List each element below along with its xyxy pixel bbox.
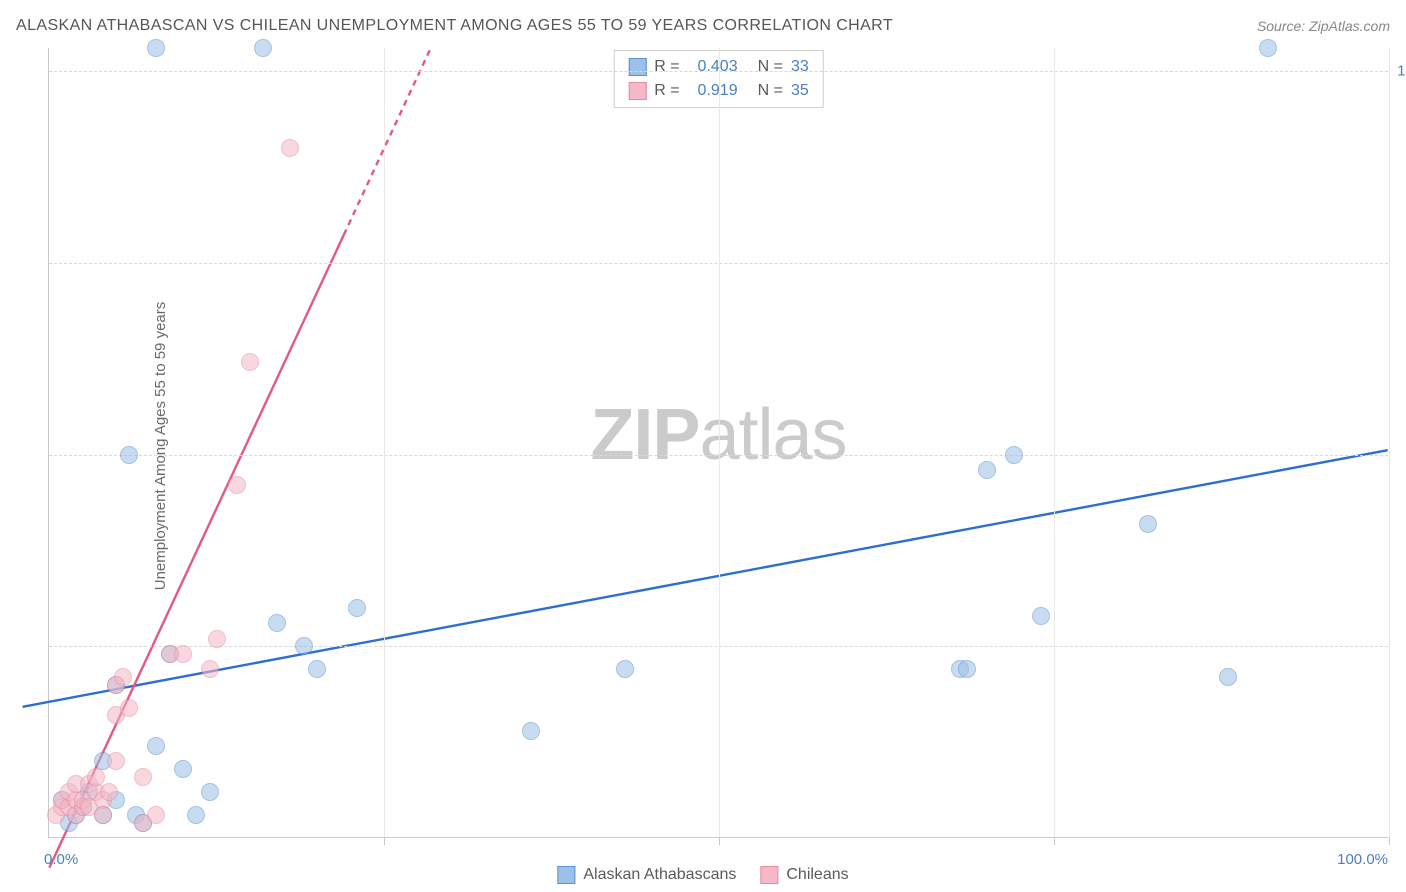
scatter-point [100,783,118,801]
plot-area: ZIPatlas R = 0.403 N = 33 R = 0.919 N = … [48,48,1388,838]
y-tick-label: 75.0% [1393,254,1406,271]
scatter-point [120,446,138,464]
scatter-point [120,699,138,717]
scatter-point [174,760,192,778]
y-tick-label: 100.0% [1393,63,1406,80]
legend-label-b: Chileans [786,866,848,884]
chart-title: ALASKAN ATHABASCAN VS CHILEAN UNEMPLOYME… [16,17,893,35]
scatter-point [1005,446,1023,464]
x-axis-min-label: 0.0% [44,851,78,868]
legend-item-a: Alaskan Athabascans [557,866,736,884]
scatter-point [201,783,219,801]
scatter-point [94,806,112,824]
scatter-point [114,668,132,686]
swatch-b-icon [760,866,778,884]
scatter-point [147,806,165,824]
scatter-point [87,768,105,786]
scatter-point [147,39,165,57]
scatter-point [147,737,165,755]
scatter-point [616,660,634,678]
legend-label-a: Alaskan Athabascans [583,866,736,884]
scatter-point [241,353,259,371]
scatter-point [281,139,299,157]
x-axis-max-label: 100.0% [1337,851,1388,868]
scatter-point [187,806,205,824]
x-tick [1389,837,1390,845]
scatter-point [228,476,246,494]
scatter-point [978,461,996,479]
scatter-point [1032,607,1050,625]
x-tick [384,837,385,845]
scatter-point [208,630,226,648]
gridline-v [384,48,385,837]
scatter-point [522,722,540,740]
swatch-a-icon [557,866,575,884]
gridline-v [719,48,720,837]
scatter-point [1259,39,1277,57]
y-tick-label: 25.0% [1393,638,1406,655]
source-label: Source: ZipAtlas.com [1257,18,1390,34]
gridline-v [1389,48,1390,837]
scatter-point [254,39,272,57]
scatter-point [107,752,125,770]
x-tick [719,837,720,845]
scatter-point [1219,668,1237,686]
scatter-point [268,614,286,632]
scatter-point [308,660,326,678]
regression-line [344,48,431,235]
x-tick [1054,837,1055,845]
legend-item-b: Chileans [760,866,848,884]
scatter-point [174,645,192,663]
scatter-point [295,637,313,655]
scatter-point [1139,515,1157,533]
scatter-point [201,660,219,678]
scatter-point [348,599,366,617]
scatter-point [134,768,152,786]
y-tick-label: 50.0% [1393,446,1406,463]
series-legend: Alaskan Athabascans Chileans [557,866,848,884]
gridline-v [1054,48,1055,837]
scatter-point [958,660,976,678]
